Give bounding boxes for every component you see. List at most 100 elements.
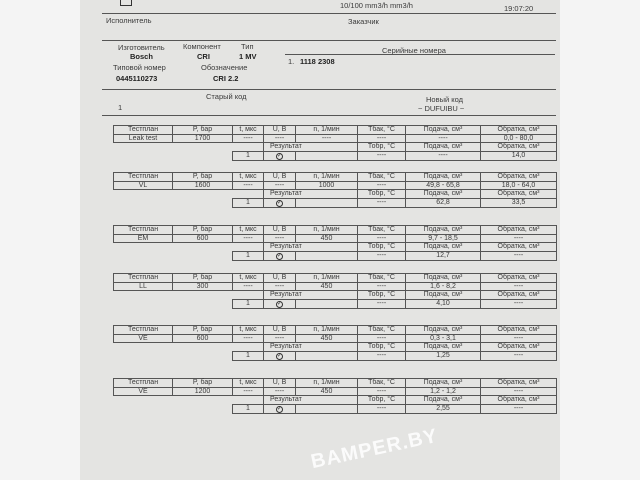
return-temp: ----: [357, 197, 406, 208]
header-supply: Подача, см³: [405, 172, 481, 182]
header-return-temp: Тобр, °C: [357, 142, 406, 152]
header-tank-temp: Tбак, °C: [357, 325, 406, 335]
return-range: ----: [480, 233, 557, 243]
header-return: Обратка, см³: [480, 342, 557, 352]
header-pressure: P, бар: [172, 378, 233, 388]
time: ----: [232, 180, 264, 190]
header-tank-temp: Tбак, °C: [357, 273, 406, 283]
result-status: ✓: [263, 403, 296, 414]
new-code-label: Новый код: [426, 95, 463, 104]
supply-value: 4,10: [405, 298, 481, 309]
check-icon: ✓: [276, 252, 283, 260]
voltage: ----: [263, 180, 296, 190]
tank-temp: ----: [357, 281, 406, 291]
test-plan: VE: [113, 386, 173, 396]
supply-value: 1,25: [405, 350, 481, 361]
old-code: 1: [118, 103, 123, 112]
header-voltage: U, B: [263, 225, 296, 235]
header-voltage: U, B: [263, 125, 296, 135]
header-tank-temp: Tбак, °C: [357, 378, 406, 388]
test-plan: VL: [113, 180, 173, 190]
header-supply: Подача, см³: [405, 189, 481, 199]
return-temp: ----: [357, 403, 406, 414]
header-supply: Подача, см³: [405, 242, 481, 252]
result-label: Результат: [263, 142, 358, 152]
voltage: ----: [263, 281, 296, 291]
pressure: 600: [172, 333, 233, 343]
speed: 450: [295, 386, 358, 396]
speed: 450: [295, 281, 358, 291]
return-range: ----: [480, 281, 557, 291]
header-pressure: P, бар: [172, 325, 233, 335]
header-time: t, мкс: [232, 225, 264, 235]
test-report-page: 10/100 mm3/h mm3/h 19:07:20 Исполнитель …: [80, 0, 560, 480]
header-tank-temp: Tбак, °C: [357, 125, 406, 135]
serials-label: Серийные номера: [382, 46, 446, 55]
header-return-temp: Тобр, °C: [357, 290, 406, 300]
return-temp: ----: [357, 350, 406, 361]
speed: ----: [295, 133, 358, 143]
return-range: 0,0 - 80,0: [480, 133, 557, 143]
header-voltage: U, B: [263, 325, 296, 335]
type-number: 0445110273: [116, 74, 158, 83]
serial-index: 1.: [288, 57, 295, 66]
return-range: ----: [480, 333, 557, 343]
test-plan: VE: [113, 333, 173, 343]
result-status: ✓: [263, 250, 296, 261]
type: 1 MV: [239, 52, 257, 61]
header-plan: Тестплан: [113, 325, 173, 335]
flow-units: 10/100 mm3/h mm3/h: [340, 1, 413, 10]
speed: 450: [295, 333, 358, 343]
header-speed: n, 1/мин: [295, 172, 358, 182]
header-tank-temp: Tбак, °C: [357, 225, 406, 235]
header-speed: n, 1/мин: [295, 378, 358, 388]
result-empty: [295, 350, 358, 361]
return-range: ----: [480, 386, 557, 396]
header-return: Обратка, см³: [480, 142, 557, 152]
result-count: 1: [232, 197, 264, 208]
test-plan: LL: [113, 281, 173, 291]
type-label: Тип: [241, 42, 254, 51]
return-value: ----: [480, 403, 557, 414]
test-plan: EM: [113, 233, 173, 243]
header-return: Обратка, см³: [480, 395, 557, 405]
result-label: Результат: [263, 290, 358, 300]
result-status: ✓: [263, 350, 296, 361]
header-supply: Подача, см³: [405, 273, 481, 283]
time: ----: [232, 386, 264, 396]
header-plan: Тестплан: [113, 172, 173, 182]
result-status: ✓: [263, 150, 296, 161]
header-time: t, мкс: [232, 378, 264, 388]
result-empty: [295, 150, 358, 161]
time: ----: [232, 133, 264, 143]
check-icon: ✓: [276, 199, 283, 207]
executor-label: Исполнитель: [106, 16, 152, 25]
result-empty: [295, 298, 358, 309]
header-speed: n, 1/мин: [295, 273, 358, 283]
supply-range: 1,2 - 1,2: [405, 386, 481, 396]
speed: 1000: [295, 180, 358, 190]
header-plan: Тестплан: [113, 273, 173, 283]
new-code: ~ DUFUIBU ~: [418, 104, 465, 113]
header-return: Обратка, см³: [480, 242, 557, 252]
header-speed: n, 1/мин: [295, 225, 358, 235]
result-empty: [295, 403, 358, 414]
header-speed: n, 1/мин: [295, 125, 358, 135]
result-label: Результат: [263, 395, 358, 405]
time: ----: [232, 333, 264, 343]
report-time: 19:07:20: [504, 4, 534, 13]
header-pressure: P, бар: [172, 225, 233, 235]
header-supply: Подача, см³: [405, 125, 481, 135]
customer-label: Заказчик: [348, 17, 379, 26]
result-count: 1: [232, 250, 264, 261]
header-time: t, мкс: [232, 172, 264, 182]
header-time: t, мкс: [232, 325, 264, 335]
return-temp: ----: [357, 298, 406, 309]
pressure: 600: [172, 233, 233, 243]
return-value: ----: [480, 350, 557, 361]
voltage: ----: [263, 333, 296, 343]
return-value: 14,0: [480, 150, 557, 161]
